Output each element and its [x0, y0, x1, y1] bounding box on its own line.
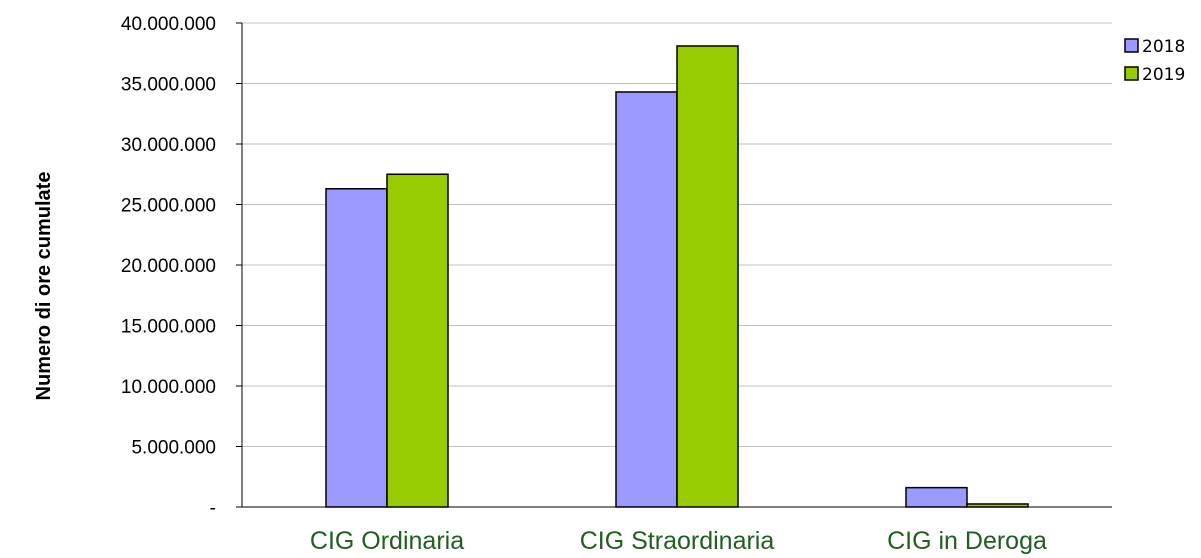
legend-label: 2018 — [1142, 37, 1185, 57]
y-tick-label: 25.000.000 — [121, 196, 216, 217]
legend-label: 2019 — [1142, 65, 1185, 85]
category-label: CIG Straordinaria — [580, 527, 775, 555]
y-tick-label: 5.000.000 — [131, 438, 216, 459]
y-tick-label: 35.000.000 — [121, 75, 216, 96]
y-axis-ticks: - 5.000.000 10.000.000 15.000.000 20.000.000… — [121, 14, 242, 519]
y-tick-label: 20.000.000 — [121, 256, 216, 277]
bar-2018-0 — [325, 188, 388, 508]
bar-2019-1 — [676, 45, 739, 508]
category-label: CIG Ordinaria — [310, 527, 464, 555]
y-tick-label: 10.000.000 — [121, 377, 216, 398]
legend-swatch — [1124, 38, 1139, 53]
y-tick-label: - — [210, 498, 216, 519]
bar-2019-0 — [386, 173, 449, 508]
bar-2018-1 — [615, 91, 678, 508]
legend-swatch — [1124, 66, 1139, 81]
category-label: CIG in Deroga — [887, 527, 1047, 555]
y-tick-label: 15.000.000 — [121, 317, 216, 338]
y-tick-label: 30.000.000 — [121, 135, 216, 156]
legend: 2018 2019 — [1124, 37, 1185, 85]
bar-2018-2 — [905, 486, 968, 508]
y-tick-label: 40.000.000 — [121, 14, 216, 35]
bars — [325, 45, 1029, 508]
category-labels: CIG Ordinaria CIG Straordinaria CIG in Der… — [310, 527, 1047, 555]
y-axis-label: Numero di ore cumulate — [33, 172, 55, 401]
